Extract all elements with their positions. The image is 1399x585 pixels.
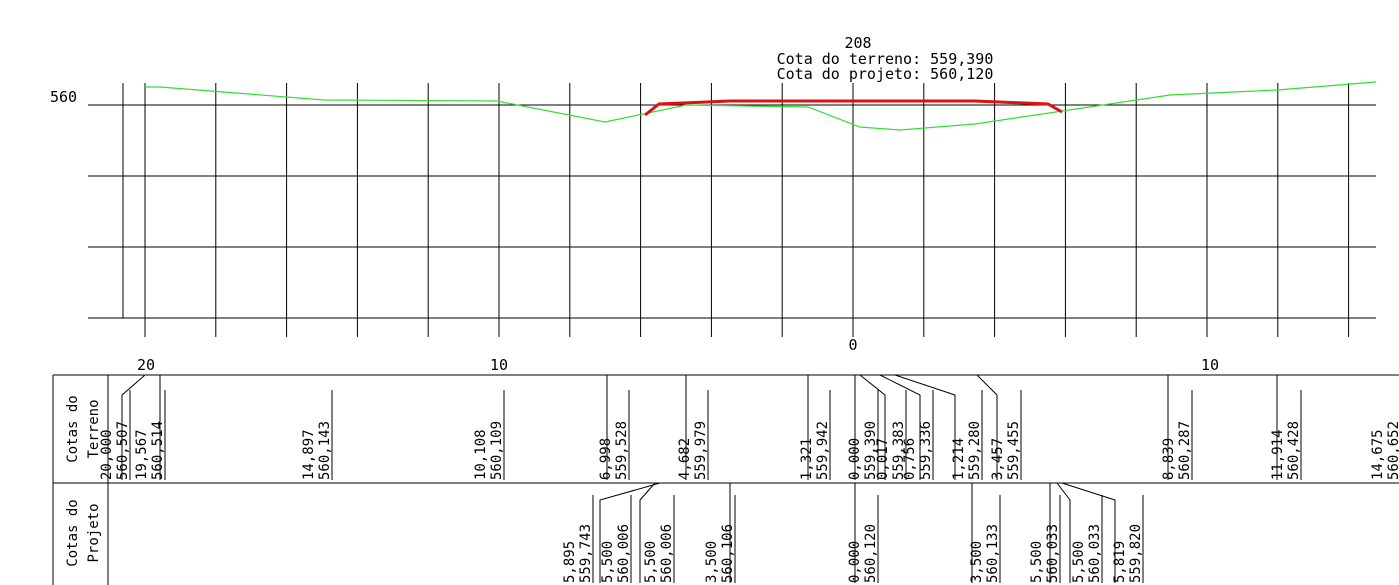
project-values-row: 5,895 559,743 5,500 560,006 5,500 560,006 3,50… <box>562 524 1144 583</box>
leader-line <box>599 482 661 583</box>
table-cell-elevation: 560,006 <box>616 524 632 583</box>
table-cell-elevation: 560,006 <box>659 524 675 583</box>
leader-line <box>859 374 886 480</box>
terrain-header-line2: Terreno <box>86 399 102 458</box>
table-cell-elevation: 560,514 <box>150 421 166 480</box>
leader-line <box>894 374 956 480</box>
table-cell-offset: 0,756 <box>902 438 918 480</box>
table-cell-offset: 0,017 <box>875 438 891 480</box>
station-label: 208 <box>844 34 871 52</box>
table-cell-elevation: 559,336 <box>918 421 934 480</box>
table-cell-offset: 5,895 <box>562 541 578 583</box>
table-cell-elevation: 559,528 <box>614 421 630 480</box>
axis-tick-label: 10 <box>490 356 508 374</box>
leader-line <box>639 482 656 583</box>
table-cell-offset: 6,998 <box>598 438 614 480</box>
leader-line <box>121 374 146 480</box>
axis-tick-label: 20 <box>137 356 155 374</box>
table-cell-elevation: 560,133 <box>985 524 1001 583</box>
terrain-profile-line <box>145 81 1377 131</box>
leader-line <box>1056 482 1071 583</box>
table-cell-offset: 5,500 <box>1071 541 1087 583</box>
project-header-line1: Cotas do <box>65 499 81 566</box>
table-cell-elevation: 560,428 <box>1286 421 1302 480</box>
leader-lines <box>121 374 1302 583</box>
terrain-row-header: Cotas do Terreno <box>65 395 102 462</box>
table-cell-elevation: 559,743 <box>578 524 594 583</box>
table-cell-elevation: 560,287 <box>1177 421 1193 480</box>
axis-tick-label: 10 <box>1201 356 1219 374</box>
leader-line <box>1061 482 1116 583</box>
terrain-values-row: 20,000 560,507 19,567 560,514 14,897 560,143 1… <box>99 421 1399 480</box>
leader-line <box>879 374 921 480</box>
table-cell-elevation: 560,106 <box>720 524 736 583</box>
axis-tick-label: 0 <box>848 336 857 354</box>
table-cell-offset: 11,914 <box>1270 429 1286 480</box>
table-cell-offset: 5,500 <box>1029 541 1045 583</box>
table-cell-offset: 5,819 <box>1112 541 1128 583</box>
terrain-header-line1: Cotas do <box>65 395 81 462</box>
axis-tick-labels: 20 10 0 10 <box>137 336 1219 374</box>
terrain-elevation-label: Cota do terreno: 559,390 <box>777 50 994 68</box>
table-cell-elevation: 559,383 <box>891 421 907 480</box>
table-cell-offset: 5,500 <box>600 541 616 583</box>
table-cell-offset: 14,675 <box>1370 429 1386 480</box>
table-cell-elevation: 559,979 <box>693 421 709 480</box>
table-cell-offset: 1,321 <box>799 438 815 480</box>
table-cell-elevation: 559,942 <box>815 421 831 480</box>
table-cell-elevation: 560,507 <box>115 421 131 480</box>
table-cell-elevation: 560,652 <box>1386 421 1399 480</box>
table-cell-elevation: 559,280 <box>967 421 983 480</box>
table-cell-offset: 8,839 <box>1161 438 1177 480</box>
table-cell-elevation: 559,390 <box>863 421 879 480</box>
table-cell-offset: 5,500 <box>643 541 659 583</box>
table-cell-offset: 3,500 <box>704 541 720 583</box>
table-cell-elevation: 559,820 <box>1128 524 1144 583</box>
table-cell-elevation: 560,109 <box>489 421 505 480</box>
table-cell-offset: 1,214 <box>951 438 967 480</box>
table-cell-offset: 10,108 <box>473 429 489 480</box>
project-header-line2: Projeto <box>86 503 102 562</box>
leader-line <box>976 374 998 480</box>
project-profile-line <box>644 99 1063 117</box>
table-cell-elevation: 560,033 <box>1045 524 1061 583</box>
table-cell-offset: 20,000 <box>99 429 115 480</box>
project-elevation-label: Cota do projeto: 560,120 <box>777 65 994 83</box>
table-cell-offset: 3,457 <box>990 438 1006 480</box>
data-table-frame <box>52 374 1399 585</box>
table-cell-offset: 3,500 <box>969 541 985 583</box>
section-grid <box>88 83 1376 337</box>
table-cell-elevation: 560,033 <box>1087 524 1103 583</box>
table-cell-offset: 4,682 <box>677 438 693 480</box>
table-cell-offset: 19,567 <box>134 429 150 480</box>
table-cell-elevation: 559,455 <box>1006 421 1022 480</box>
table-cell-elevation: 560,143 <box>317 421 333 480</box>
elevation-axis-label: 560 <box>50 88 77 106</box>
project-row-header: Cotas do Projeto <box>65 499 102 566</box>
table-cell-elevation: 560,120 <box>863 524 879 583</box>
table-cell-offset: 14,897 <box>301 429 317 480</box>
